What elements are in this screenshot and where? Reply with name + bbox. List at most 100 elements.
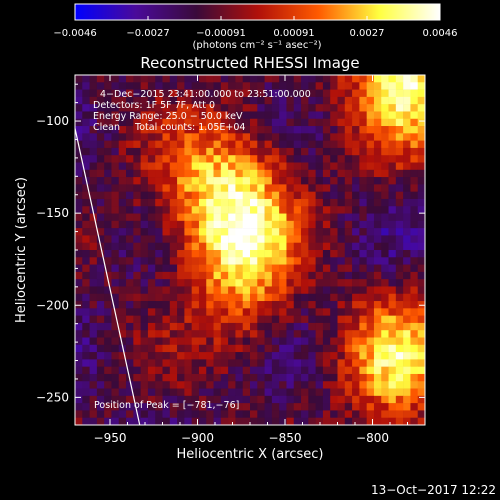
heatmap-cell [111,352,120,360]
heatmap-cell [235,177,244,185]
heatmap-cell [286,126,295,134]
heatmap-cell [293,359,302,367]
heatmap-cell [366,410,375,419]
heatmap-cell [96,82,105,90]
heatmap-cell [315,169,324,178]
heatmap-cell [381,403,389,411]
heatmap-cell [388,315,397,324]
heatmap-cell [242,388,251,397]
heatmap-cell [388,337,397,346]
heatmap-cell [96,271,105,280]
heatmap-cell [308,111,316,120]
heatmap-cell [177,403,185,411]
heatmap-cell [403,184,411,192]
heatmap-cell [359,322,367,331]
heatmap-cell [111,337,120,346]
heatmap-cell [162,111,171,120]
heatmap-cell [337,388,346,397]
heatmap-cell [250,337,258,346]
heatmap-cell [220,235,229,244]
heatmap-cell [206,373,214,382]
heatmap-cell [162,169,171,178]
heatmap-cell [286,322,295,331]
heatmap-cell [169,96,178,105]
heatmap-cell [352,177,360,185]
heatmap-cell [133,279,141,287]
heatmap-cell [271,126,280,134]
heatmap-cell [162,381,171,389]
heatmap-cell [235,403,244,411]
heatmap-cell [417,169,425,178]
heatmap-cell [213,395,222,404]
heatmap-cell [147,75,156,83]
heatmap-cell [118,235,127,244]
heatmap-cell [395,352,404,360]
heatmap-cell [75,344,83,353]
heatmap-cell [264,359,273,367]
heatmap-cell [395,315,404,324]
heatmap-cell [198,89,207,98]
heatmap-cell [126,381,134,389]
heatmap-cell [271,250,280,258]
heatmap-cell [264,228,273,236]
heatmap-cell [140,96,149,105]
heatmap-cell [177,228,185,236]
heatmap-cell [177,147,185,156]
heatmap-cell [315,359,324,367]
heatmap-cell [337,75,346,83]
heatmap-cell [220,417,229,425]
heatmap-cell [140,410,149,419]
heatmap-cell [162,271,171,280]
heatmap-cell [373,293,382,302]
heatmap-cell [155,169,163,178]
heatmap-cell [388,75,397,83]
heatmap-cell [337,337,346,346]
heatmap-cell [359,315,367,324]
heatmap-cell [89,359,98,367]
heatmap-cell [89,388,98,397]
heatmap-cell [155,264,163,273]
heatmap-cell [373,177,382,185]
heatmap-cell [395,89,404,98]
heatmap-cell [235,337,244,346]
heatmap-cell [410,293,419,302]
heatmap-cell [228,184,236,192]
heatmap-cell [198,359,207,367]
heatmap-cell [257,250,265,258]
heatmap-cell [220,410,229,419]
heatmap-cell [89,213,98,222]
heatmap-cell [293,206,302,214]
heatmap-cell [155,286,163,295]
heatmap-cell [140,104,149,112]
heatmap-cell [388,264,397,273]
heatmap-cell [330,322,338,331]
heatmap-cell [198,96,207,105]
heatmap-cell [301,147,309,156]
heatmap-cell [184,373,192,382]
heatmap-cell [213,89,222,98]
heatmap-cell [111,330,120,338]
heatmap-cell [344,315,353,324]
heatmap-cell [250,242,258,251]
heatmap-cell [118,75,127,83]
heatmap-cell [308,417,316,425]
heatmap-cell [373,104,382,112]
heatmap-cell [75,366,83,375]
heatmap-cell [373,184,382,192]
heatmap-cell [177,301,185,309]
heatmap-cell [308,75,316,83]
heatmap-cell [286,286,295,295]
heatmap-cell [155,75,163,83]
heatmap-cell [235,271,244,280]
heatmap-cell [147,104,156,112]
heatmap-cell [366,235,375,244]
heatmap-cell [388,366,397,375]
heatmap-cell [89,301,98,309]
heatmap-cell [388,250,397,258]
heatmap-cell [264,75,273,83]
heatmap-cell [344,271,353,280]
heatmap-cell [301,257,309,265]
heatmap-cell [337,366,346,375]
heatmap-cell [330,315,338,324]
heatmap-cell [410,206,419,214]
